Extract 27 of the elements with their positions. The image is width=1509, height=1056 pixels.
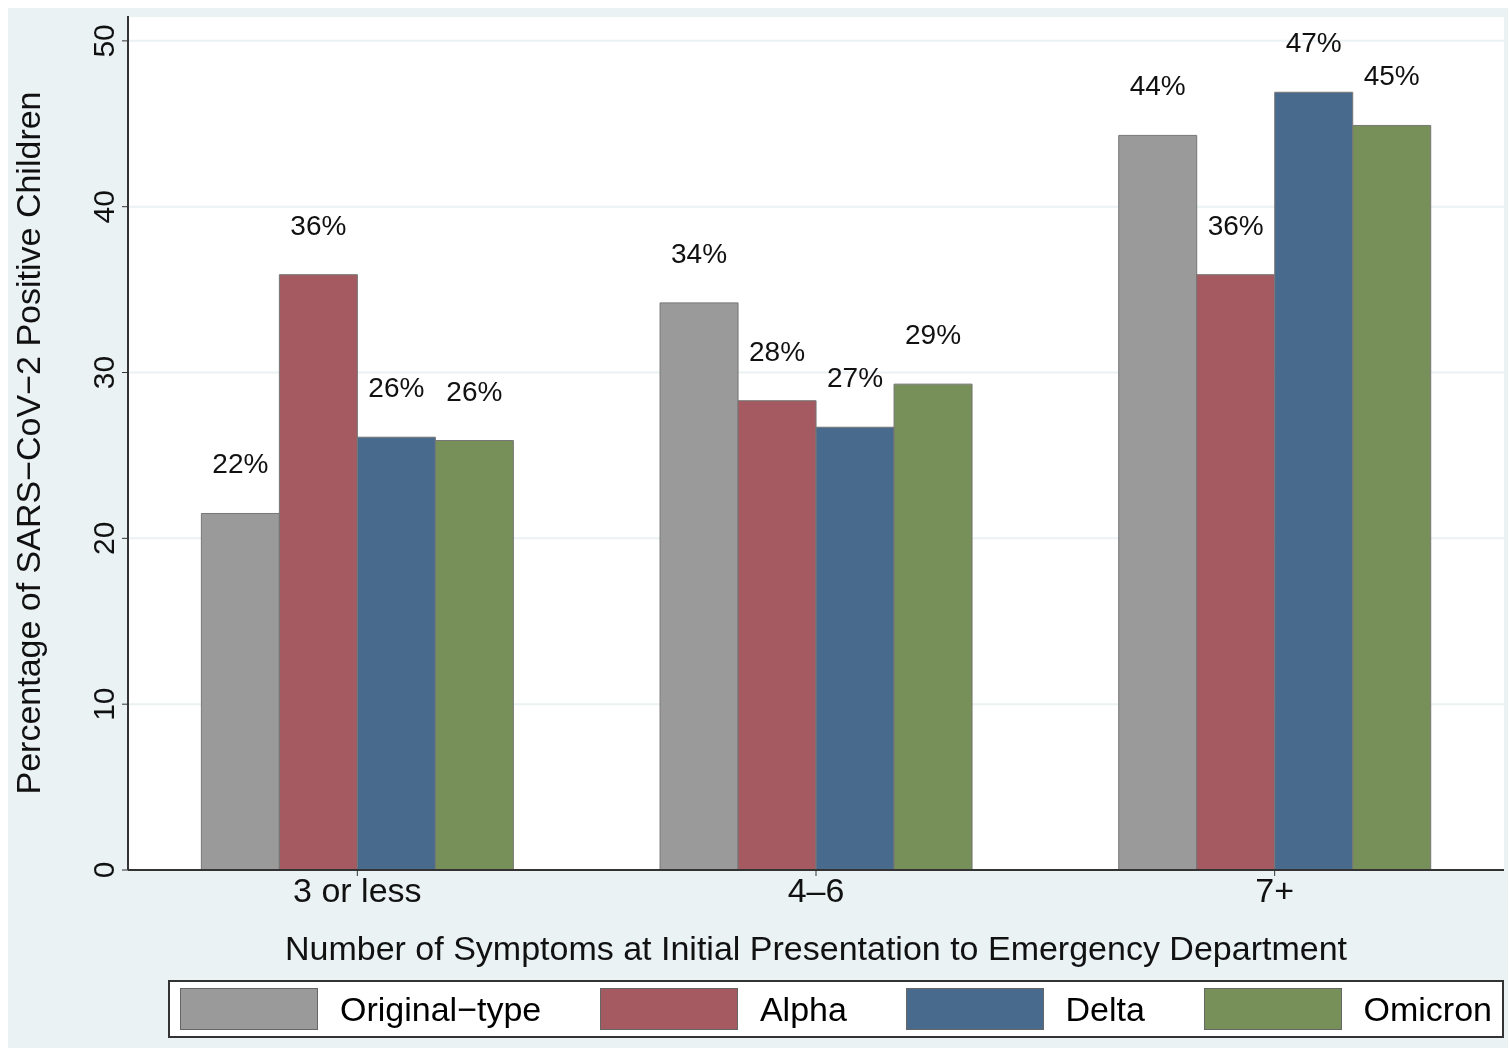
x-axis-title: Number of Symptoms at Initial Presentation to Emergency Department [284,929,1348,967]
data-label: 36% [1207,209,1264,241]
y-tick-label: 0 [87,861,120,879]
legend-label: Alpha [759,989,847,1029]
data-label: 47% [1285,27,1342,59]
data-label: 29% [905,319,962,351]
y-tick-label: 30 [87,355,120,390]
x-tick-label: 7+ [1255,871,1295,910]
data-label: 34% [671,237,728,269]
data-label: 26% [368,372,425,404]
data-label: 27% [827,362,884,394]
data-label: 44% [1129,70,1186,102]
y-axis-title: Percentage of SARS−CoV−2 Positive Children [9,91,48,795]
data-label: 26% [446,375,503,407]
y-tick-label: 50 [87,24,120,58]
data-label: 22% [212,448,269,480]
legend-label: Delta [1065,989,1145,1029]
x-tick-label: 4–6 [787,871,845,910]
y-tick-label: 20 [87,521,120,556]
data-label: 36% [290,209,347,241]
data-label: 45% [1363,60,1420,92]
data-label: 28% [749,335,806,367]
legend-label: Original−type [340,989,542,1029]
x-tick-label: 3 or less [293,871,422,910]
legend-label: Omicron [1363,989,1492,1029]
y-tick-label: 40 [87,190,120,224]
y-tick-label: 10 [87,687,120,721]
